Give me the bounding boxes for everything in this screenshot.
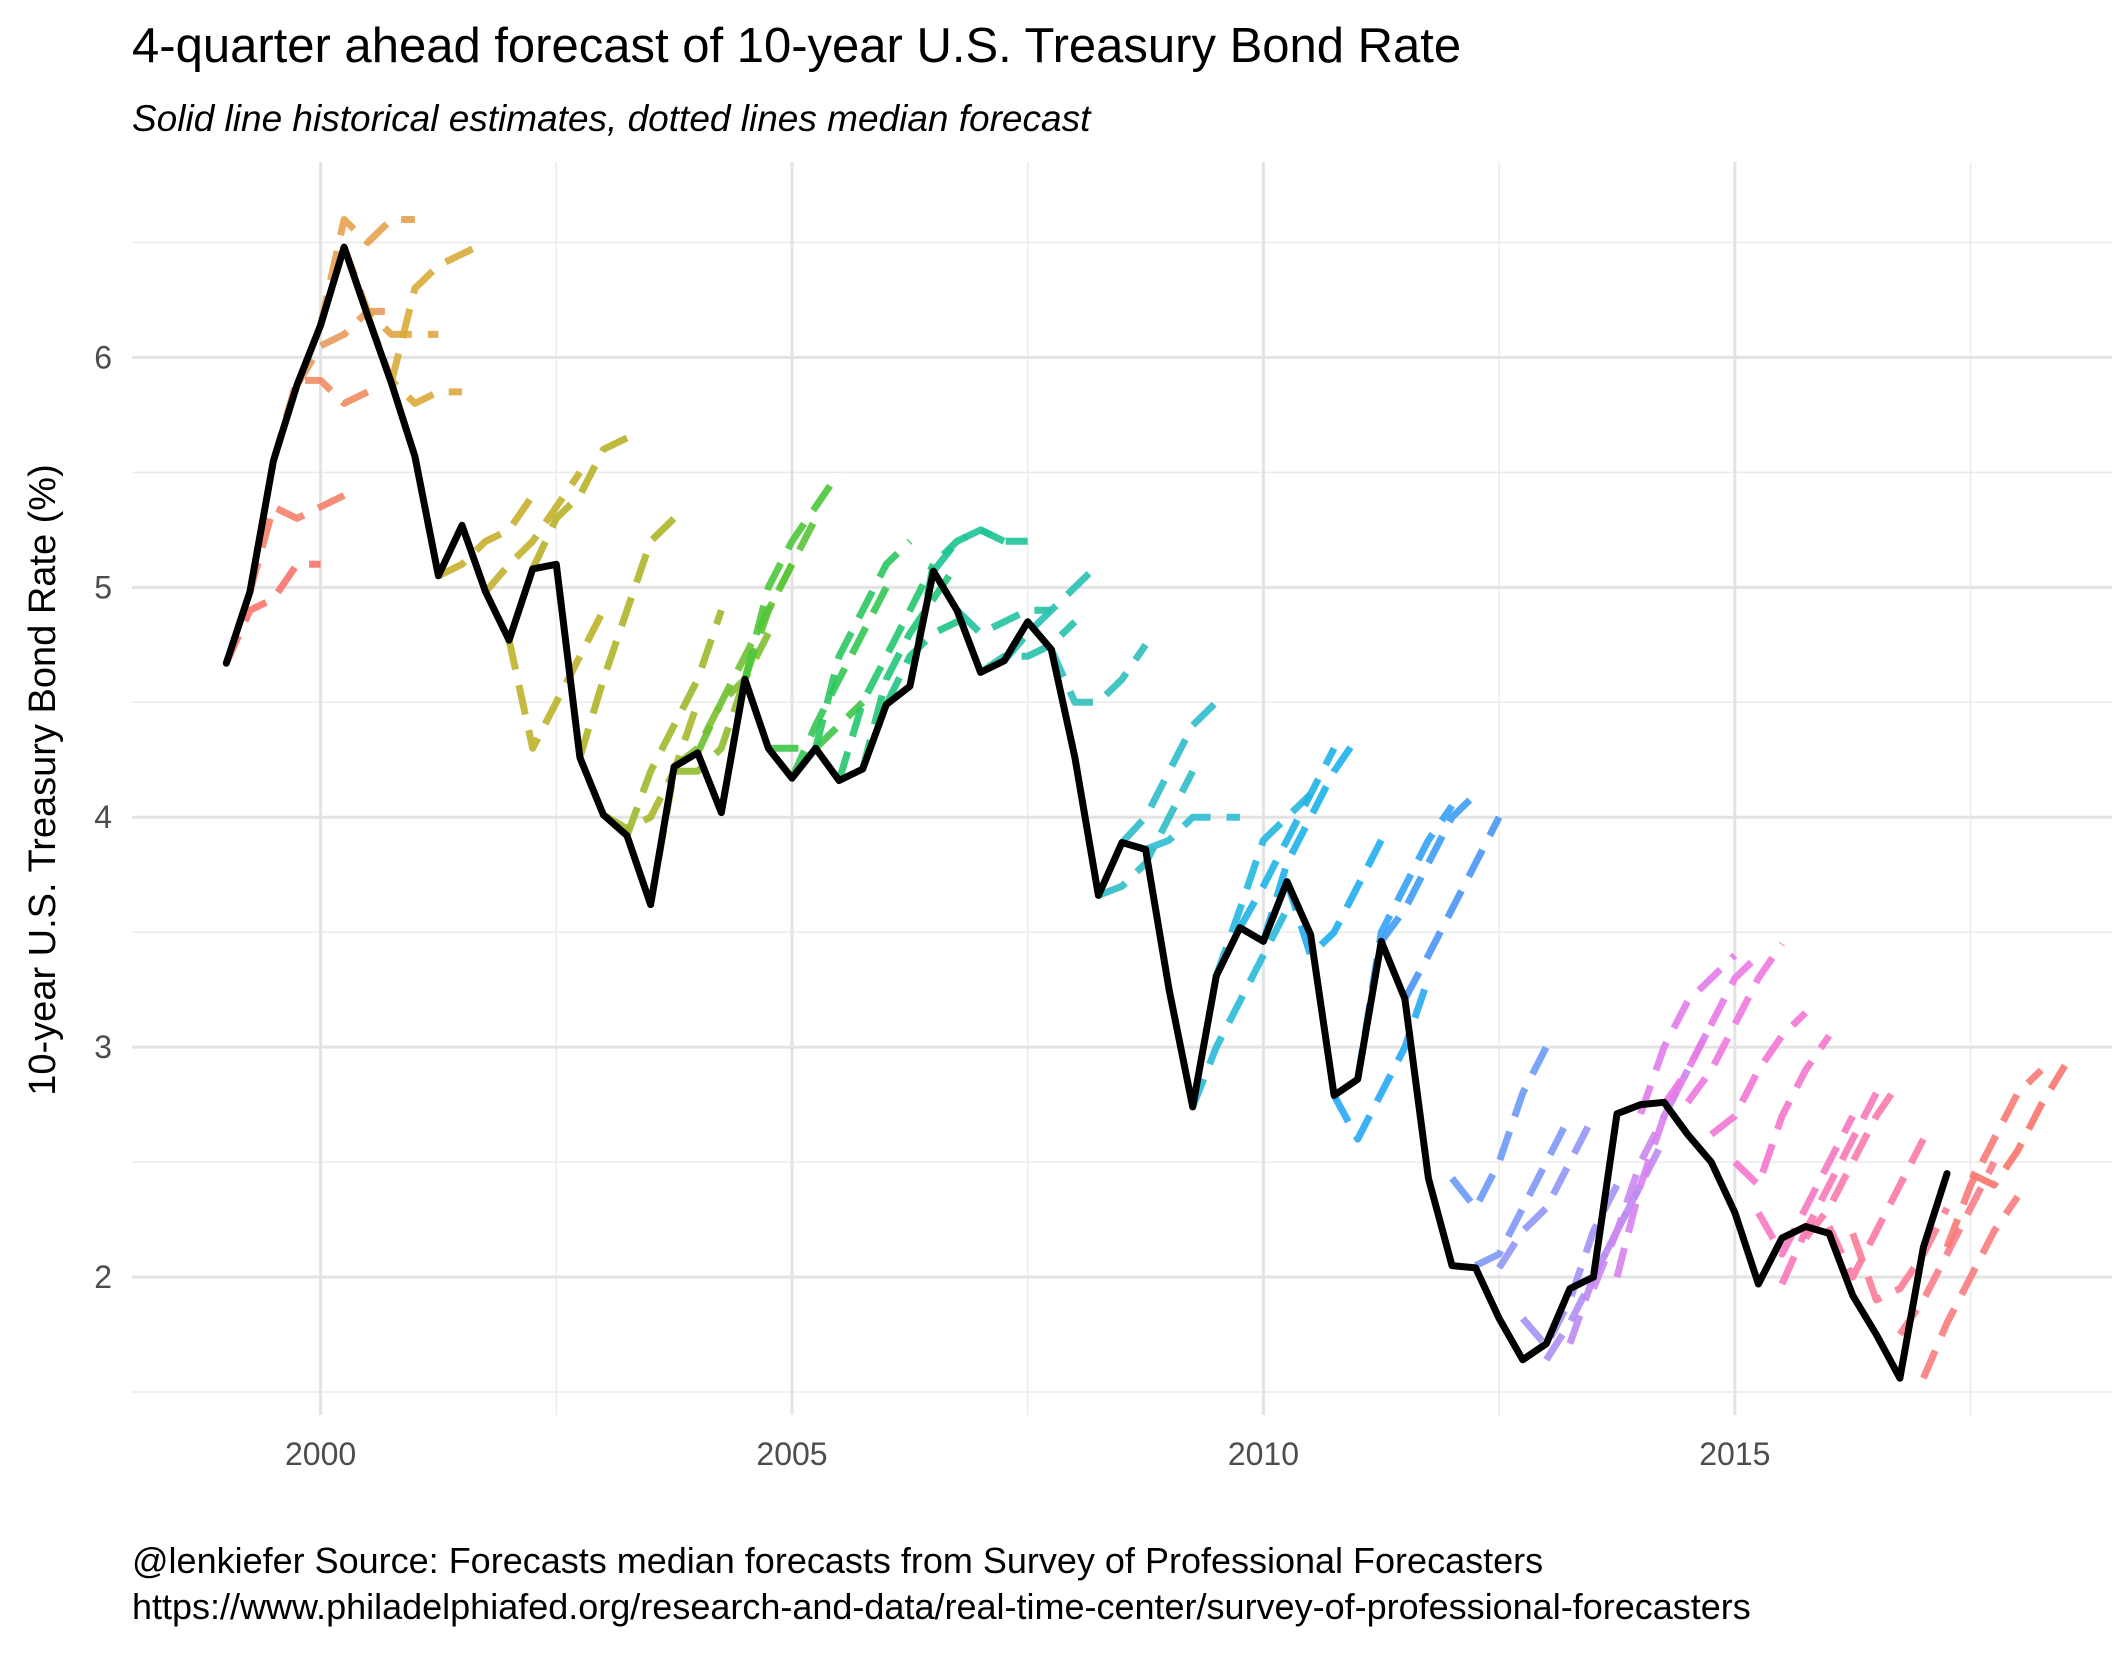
x-tick-label: 2005: [756, 1436, 827, 1472]
chart-caption: @lenkiefer Source: Forecasts median fore…: [132, 1538, 1751, 1630]
forecast-line: [1260, 734, 1361, 943]
forecast-line: [623, 609, 725, 837]
forecast-line: [1802, 1079, 1903, 1241]
forecast-line: [647, 678, 749, 906]
forecast-line: [1449, 1045, 1550, 1212]
forecast-line: [1144, 813, 1240, 853]
y-tick-label: 6: [94, 339, 112, 375]
forecast-line: [1213, 791, 1314, 978]
forecast-line: [340, 245, 439, 338]
forecast-line: [835, 562, 937, 782]
forecast-line: [1048, 642, 1149, 706]
forecast-lines: [223, 216, 2068, 1380]
forecast-line: [1520, 1183, 1621, 1350]
grid-lines: [132, 162, 2112, 1415]
forecast-line: [1496, 1114, 1597, 1270]
forecast-line: [1778, 1091, 1880, 1286]
y-tick-label: 4: [94, 799, 112, 835]
forecast-line: [387, 239, 488, 384]
chart-subtitle: Solid line historical estimates, dotted …: [132, 98, 1091, 139]
forecast-line: [1566, 1137, 1668, 1345]
caption-line-source: @lenkiefer Source: Forecasts median fore…: [132, 1540, 1544, 1581]
forecast-line: [1920, 1194, 2021, 1380]
forecast-line: [1331, 977, 1432, 1143]
forecast-line: [1401, 815, 1503, 1001]
forecast-line: [1661, 952, 1761, 1107]
forecast-line: [1001, 561, 1101, 664]
forecast-line: [788, 585, 890, 780]
x-tick-label: 2000: [285, 1436, 356, 1472]
forecast-line: [1097, 769, 1196, 899]
y-tick-label: 5: [94, 569, 112, 605]
x-tick-label: 2015: [1699, 1436, 1770, 1472]
forecast-line: [1943, 1067, 2044, 1249]
forecast-line: [317, 216, 415, 326]
y-axis-title: 10-year U.S. Treasury Bond Rate (%): [22, 464, 64, 1095]
forecast-line: [246, 492, 346, 593]
forecast-line: [1755, 1114, 1856, 1258]
forecast-line: [930, 526, 1028, 574]
forecast-line: [1825, 1137, 1927, 1281]
forecast-line: [1283, 838, 1385, 959]
chart-title: 4-quarter ahead forecast of 10-year U.S.…: [132, 19, 1462, 73]
forecast-line: [1378, 791, 1479, 944]
forecast-line: [1474, 1114, 1574, 1269]
forecast-line: [1684, 941, 1785, 1105]
forecast-line: [294, 307, 392, 387]
forecast-line: [1637, 952, 1738, 1115]
forecast-line: [1897, 1160, 1998, 1337]
forecast-line: [1709, 1010, 1809, 1138]
forecast-line: [812, 538, 913, 750]
forecast-line: [364, 314, 462, 407]
forecast-line: [576, 515, 677, 759]
y-tick-label: 3: [94, 1029, 112, 1065]
forecast-line: [1236, 746, 1338, 930]
forecast-line: [717, 516, 819, 814]
forecast-line: [1732, 1033, 1832, 1189]
forecast-line: [1969, 1063, 2068, 1189]
caption-line-url: https://www.philadelphiafed.org/research…: [132, 1586, 1751, 1627]
y-tick-label: 2: [94, 1259, 112, 1295]
forecast-line: [1849, 1206, 1951, 1304]
forecast-line: [1189, 907, 1291, 1109]
forecast-line: [482, 470, 583, 595]
forecast-line: [694, 562, 796, 755]
x-tick-label: 2010: [1228, 1436, 1299, 1472]
forecast-line: [505, 608, 607, 752]
forecast-line: [1119, 699, 1219, 845]
axis-tick-labels: 2000 2005 2010 2015 2 3 4 5 6: [94, 339, 1770, 1472]
historical-line: [222, 243, 1951, 1382]
forecast-line: [954, 606, 1052, 637]
forecast-line: [529, 434, 629, 571]
forecast-line: [741, 470, 842, 681]
forecast-line: [436, 493, 536, 579]
historical-series-line: [222, 243, 1951, 1382]
